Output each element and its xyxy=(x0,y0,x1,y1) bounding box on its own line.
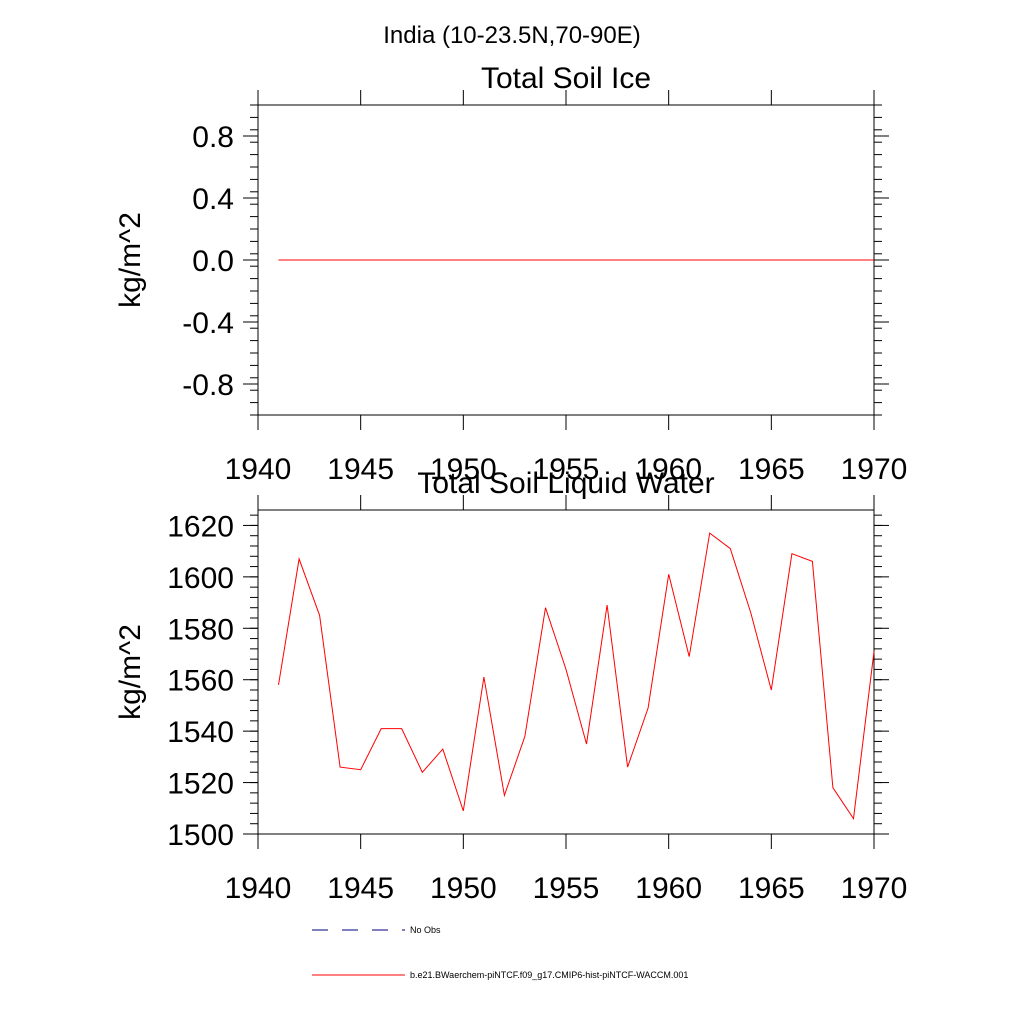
panel-total-soil-liquid-water: 1940 1945 1950 1955 1960 1965 1970 1500 1520 1540… xyxy=(114,467,907,905)
x-tick-label: 1955 xyxy=(533,872,600,905)
y-tick-label: 1580 xyxy=(167,613,234,646)
x-tick-label: 1945 xyxy=(327,453,394,486)
panel-title: Total Soil Ice xyxy=(481,62,651,95)
legend-model-label: b.e21.BWaerchem-piNTCF.f09_g17.CMIP6-his… xyxy=(410,970,688,980)
y-tick-label: 0.8 xyxy=(192,121,234,154)
y-tick-label: -0.8 xyxy=(182,369,234,402)
x-tick-label: 1965 xyxy=(738,453,805,486)
plot-frame xyxy=(257,509,875,835)
x-tick-label: 1950 xyxy=(430,453,497,486)
y-axis-label: kg/m^2 xyxy=(114,212,147,308)
y-tick-label: 0.0 xyxy=(192,245,234,278)
panel-title: Total Soil Liquid Water xyxy=(417,467,714,500)
x-tick-label: 1960 xyxy=(635,872,702,905)
x-tick-label: 1940 xyxy=(225,453,292,486)
x-tick-label: 1970 xyxy=(841,872,908,905)
x-tick-label: 1940 xyxy=(225,872,292,905)
y-tick-label: 1600 xyxy=(167,562,234,595)
y-tick-label: 0.4 xyxy=(192,183,234,216)
y-tick-label: 1520 xyxy=(167,768,234,801)
y-tick-label: 1540 xyxy=(167,716,234,749)
x-tick-label: 1950 xyxy=(430,872,497,905)
legend-obs-label: No Obs xyxy=(410,925,441,935)
x-tick-label: 1970 xyxy=(841,453,908,486)
legend: No Obs b.e21.BWaerchem-piNTCF.f09_g17.CM… xyxy=(312,925,688,980)
y-tick-label: 1560 xyxy=(167,665,234,698)
y-tick-label: 1620 xyxy=(167,510,234,543)
x-tick-label: 1945 xyxy=(327,872,394,905)
figure-title: India (10-23.5N,70-90E) xyxy=(383,22,640,49)
panel-total-soil-ice: 1940 1945 1950 1955 1960 1965 1970 -0.8 -0.4 0.0 0… xyxy=(114,62,907,486)
y-axis-label: kg/m^2 xyxy=(114,624,147,720)
series-line xyxy=(278,532,875,820)
x-tick-label: 1955 xyxy=(533,453,600,486)
y-tick-label: 1500 xyxy=(167,819,234,852)
y-tick-label: -0.4 xyxy=(182,307,234,340)
x-tick-label: 1960 xyxy=(635,453,702,486)
x-tick-label: 1965 xyxy=(738,872,805,905)
